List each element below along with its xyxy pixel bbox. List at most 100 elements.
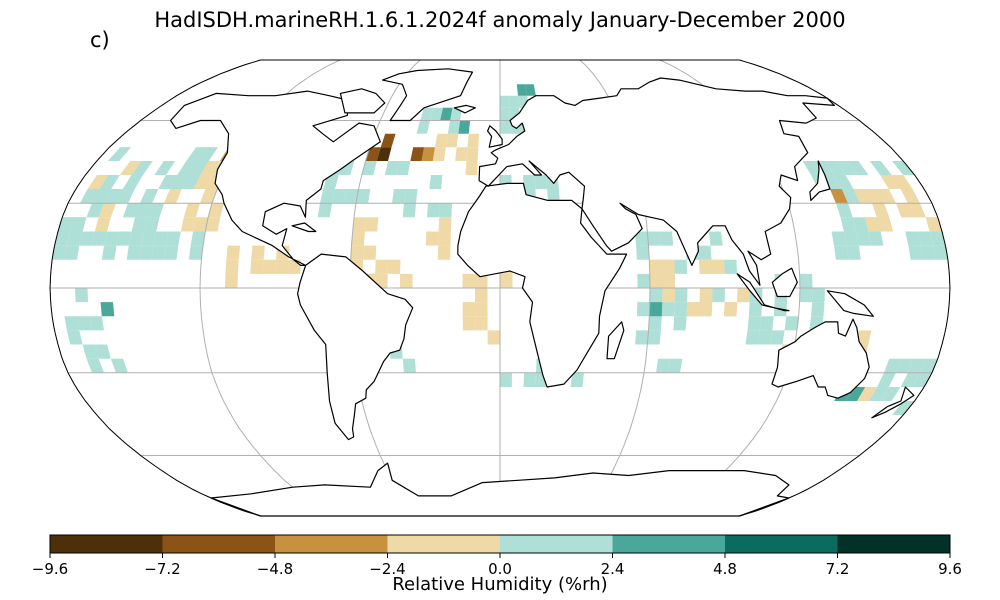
anomaly-cell <box>110 358 128 373</box>
anomaly-cell <box>864 217 881 232</box>
anomaly-cell <box>64 316 80 331</box>
anomaly-cell <box>438 231 451 246</box>
anomaly-cell <box>416 120 431 134</box>
anomaly-cell <box>251 245 265 260</box>
anomaly-cell <box>392 189 406 204</box>
anomaly-cell <box>834 175 854 189</box>
anomaly-cell <box>131 161 153 175</box>
anomaly-cell <box>872 203 890 218</box>
anomaly-cell <box>784 316 799 331</box>
anomaly-cell <box>475 316 488 331</box>
anomaly-cell <box>384 161 400 175</box>
anomaly-cell <box>836 203 853 218</box>
anomaly-cell <box>437 245 451 260</box>
anomaly-cell <box>351 231 365 246</box>
anomaly-cell <box>637 273 650 288</box>
anomaly-cell <box>462 302 476 317</box>
anomaly-cell <box>91 231 108 246</box>
anomaly-cell <box>432 147 446 161</box>
anomaly-cell <box>165 231 181 246</box>
anomaly-cell <box>144 217 160 232</box>
anomaly-cell <box>900 189 920 204</box>
anomaly-cell <box>320 189 335 204</box>
anomaly-cell <box>547 189 560 204</box>
anomaly-cell <box>135 203 152 218</box>
anomaly-cell <box>64 245 80 260</box>
anomaly-cell <box>225 273 238 288</box>
anomaly-cell <box>466 147 479 161</box>
anomaly-cell <box>421 147 435 161</box>
anomaly-cell <box>649 302 663 317</box>
anomaly-cell <box>877 189 896 204</box>
anomaly-cell <box>438 217 452 232</box>
anomaly-cell <box>708 231 723 246</box>
anomaly-cell <box>458 120 471 134</box>
anomaly-cell <box>487 330 500 345</box>
anomaly-cell <box>170 175 189 189</box>
anomaly-cell <box>877 372 896 387</box>
anomaly-cell <box>699 288 713 303</box>
anomaly-cell <box>659 231 674 246</box>
anomaly-cell <box>462 273 475 288</box>
anomaly-cell <box>908 245 923 260</box>
anomaly-cell <box>673 316 687 331</box>
anomaly-cell <box>183 203 200 218</box>
anomaly-cell <box>200 161 220 175</box>
anomaly-cell <box>101 245 117 260</box>
anomaly-cell <box>896 358 914 373</box>
anomaly-cell <box>181 175 201 189</box>
anomaly-cell <box>66 330 83 345</box>
anomaly-cell <box>262 259 276 274</box>
anomaly-cell <box>190 231 206 246</box>
colorbar-segment <box>387 535 500 553</box>
anomaly-cell <box>912 372 932 387</box>
colorbar-segment <box>837 535 950 553</box>
anomaly-cell <box>188 245 203 260</box>
anomaly-cell <box>186 147 208 161</box>
anomaly-cell <box>674 288 688 303</box>
anomaly-cell <box>396 161 411 175</box>
anomaly-cell <box>387 259 401 274</box>
figure-title: HadISDH.marineRH.1.6.1.2024f anomaly Jan… <box>154 8 846 32</box>
anomaly-cell <box>193 217 209 232</box>
anomaly-cell <box>122 175 143 189</box>
anomaly-cell <box>523 175 536 189</box>
anomaly-cell <box>107 147 132 161</box>
anomaly-cell <box>699 259 713 274</box>
anomaly-cell <box>434 133 448 148</box>
anomaly-cell <box>802 161 823 175</box>
anomaly-cell <box>94 344 111 359</box>
anomaly-cell <box>635 231 649 246</box>
anomaly-cell <box>892 401 915 415</box>
anomaly-cell <box>226 245 241 260</box>
landmass-cuba <box>291 222 317 233</box>
anomaly-cell <box>98 203 116 218</box>
anomaly-cell <box>841 189 860 204</box>
colorbar-tick-label: −2.4 <box>369 560 405 578</box>
anomaly-cell <box>151 245 166 260</box>
colorbar-segment <box>50 535 163 553</box>
anomaly-cell <box>439 203 452 218</box>
anomaly-cell <box>119 161 142 175</box>
anomaly-cell <box>905 231 921 246</box>
landmass-antarctica <box>210 462 790 517</box>
landmass-newguinea <box>826 290 874 317</box>
anomaly-cell <box>877 217 893 232</box>
anomaly-cell <box>724 302 738 317</box>
anomaly-cell <box>929 231 946 246</box>
anomaly-cell <box>649 273 663 288</box>
anomaly-cell <box>661 302 675 317</box>
anomaly-cell <box>698 245 712 260</box>
anomaly-cell <box>500 372 512 387</box>
colorbar-label: Relative Humidity (%rh) <box>392 574 608 595</box>
anomaly-cell <box>402 203 416 218</box>
anomaly-cell <box>123 203 140 218</box>
anomaly-cell <box>770 330 785 345</box>
anomaly-cell <box>896 203 914 218</box>
anomaly-cell <box>126 245 142 260</box>
colorbar-tick-label: 2.4 <box>601 560 625 578</box>
anomaly-cell <box>164 189 182 204</box>
anomaly-cell <box>89 316 104 331</box>
anomaly-cell <box>516 84 527 96</box>
